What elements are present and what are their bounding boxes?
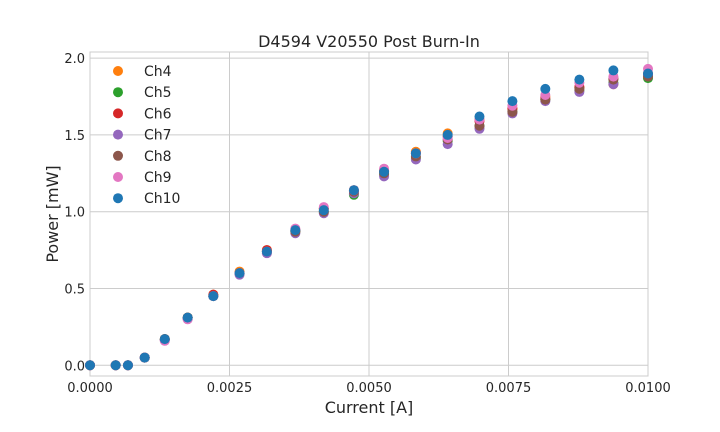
legend-label: Ch4: [144, 64, 172, 80]
legend-item-ch4: Ch4: [113, 64, 172, 80]
legend-marker: [113, 66, 123, 76]
data-point: [379, 166, 390, 177]
data-point: [122, 360, 133, 371]
data-point: [290, 225, 301, 236]
legend-item-ch6: Ch6: [113, 106, 172, 122]
x-tick-label: 0.0050: [346, 381, 392, 396]
data-point: [159, 334, 170, 345]
y-tick-label: 1.0: [64, 206, 85, 221]
legend-marker: [113, 87, 123, 98]
legend-marker: [113, 193, 123, 204]
x-axis-tick-labels: 0.0000 0.0025 0.0050 0.0075 0.0100: [67, 381, 671, 396]
series-ch10: [85, 65, 653, 371]
legend-marker: [113, 129, 123, 140]
legend-label: Ch9: [144, 170, 172, 186]
legend-marker: [113, 172, 123, 182]
data-point: [139, 352, 150, 363]
data-point: [348, 185, 359, 196]
data-point: [234, 268, 245, 279]
data-points: [85, 63, 653, 371]
x-tick-label: 0.0100: [625, 381, 671, 396]
y-tick-label: 2.0: [64, 52, 85, 67]
grid: [89, 52, 649, 376]
data-point: [540, 83, 551, 94]
x-tick-label: 0.0075: [486, 381, 532, 396]
y-axis-tick-labels: 0.0 0.5 1.0 1.5 2.0: [64, 52, 85, 374]
legend-label: Ch8: [144, 149, 172, 165]
legend-item-ch10: Ch10: [113, 191, 180, 207]
y-axis-label: Power [mW]: [43, 165, 62, 262]
x-axis-label: Current [A]: [325, 398, 414, 417]
data-point: [261, 246, 272, 257]
legend-label: Ch6: [144, 106, 172, 122]
legend-label: Ch5: [144, 85, 172, 101]
legend-marker: [113, 150, 123, 161]
chart-title: D4594 V20550 Post Burn-In: [258, 32, 480, 51]
legend-marker: [113, 108, 123, 119]
data-point: [643, 68, 653, 79]
data-point: [507, 96, 518, 107]
legend-item-ch7: Ch7: [113, 128, 172, 144]
x-tick-label: 0.0000: [67, 381, 113, 396]
data-point: [442, 129, 453, 140]
plot-area-frame: [89, 51, 649, 377]
legend-label: Ch10: [144, 191, 180, 207]
data-point: [208, 291, 219, 302]
x-tick-label: 0.0025: [207, 381, 253, 396]
legend-label: Ch7: [144, 128, 172, 144]
data-point: [574, 74, 585, 85]
legend: Ch4 Ch5 Ch6 Ch7 Ch8 Ch9 Ch10: [113, 64, 180, 207]
data-point: [318, 205, 329, 216]
data-point: [110, 360, 121, 371]
data-point: [410, 148, 421, 159]
data-point: [474, 111, 485, 122]
y-tick-label: 1.5: [64, 129, 85, 144]
legend-item-ch8: Ch8: [113, 149, 172, 165]
y-tick-label: 0.0: [64, 359, 85, 374]
y-tick-label: 0.5: [64, 282, 85, 297]
data-point: [608, 65, 619, 76]
data-point: [85, 360, 95, 371]
data-point: [182, 312, 193, 323]
legend-item-ch5: Ch5: [113, 85, 172, 101]
legend-item-ch9: Ch9: [113, 170, 172, 186]
